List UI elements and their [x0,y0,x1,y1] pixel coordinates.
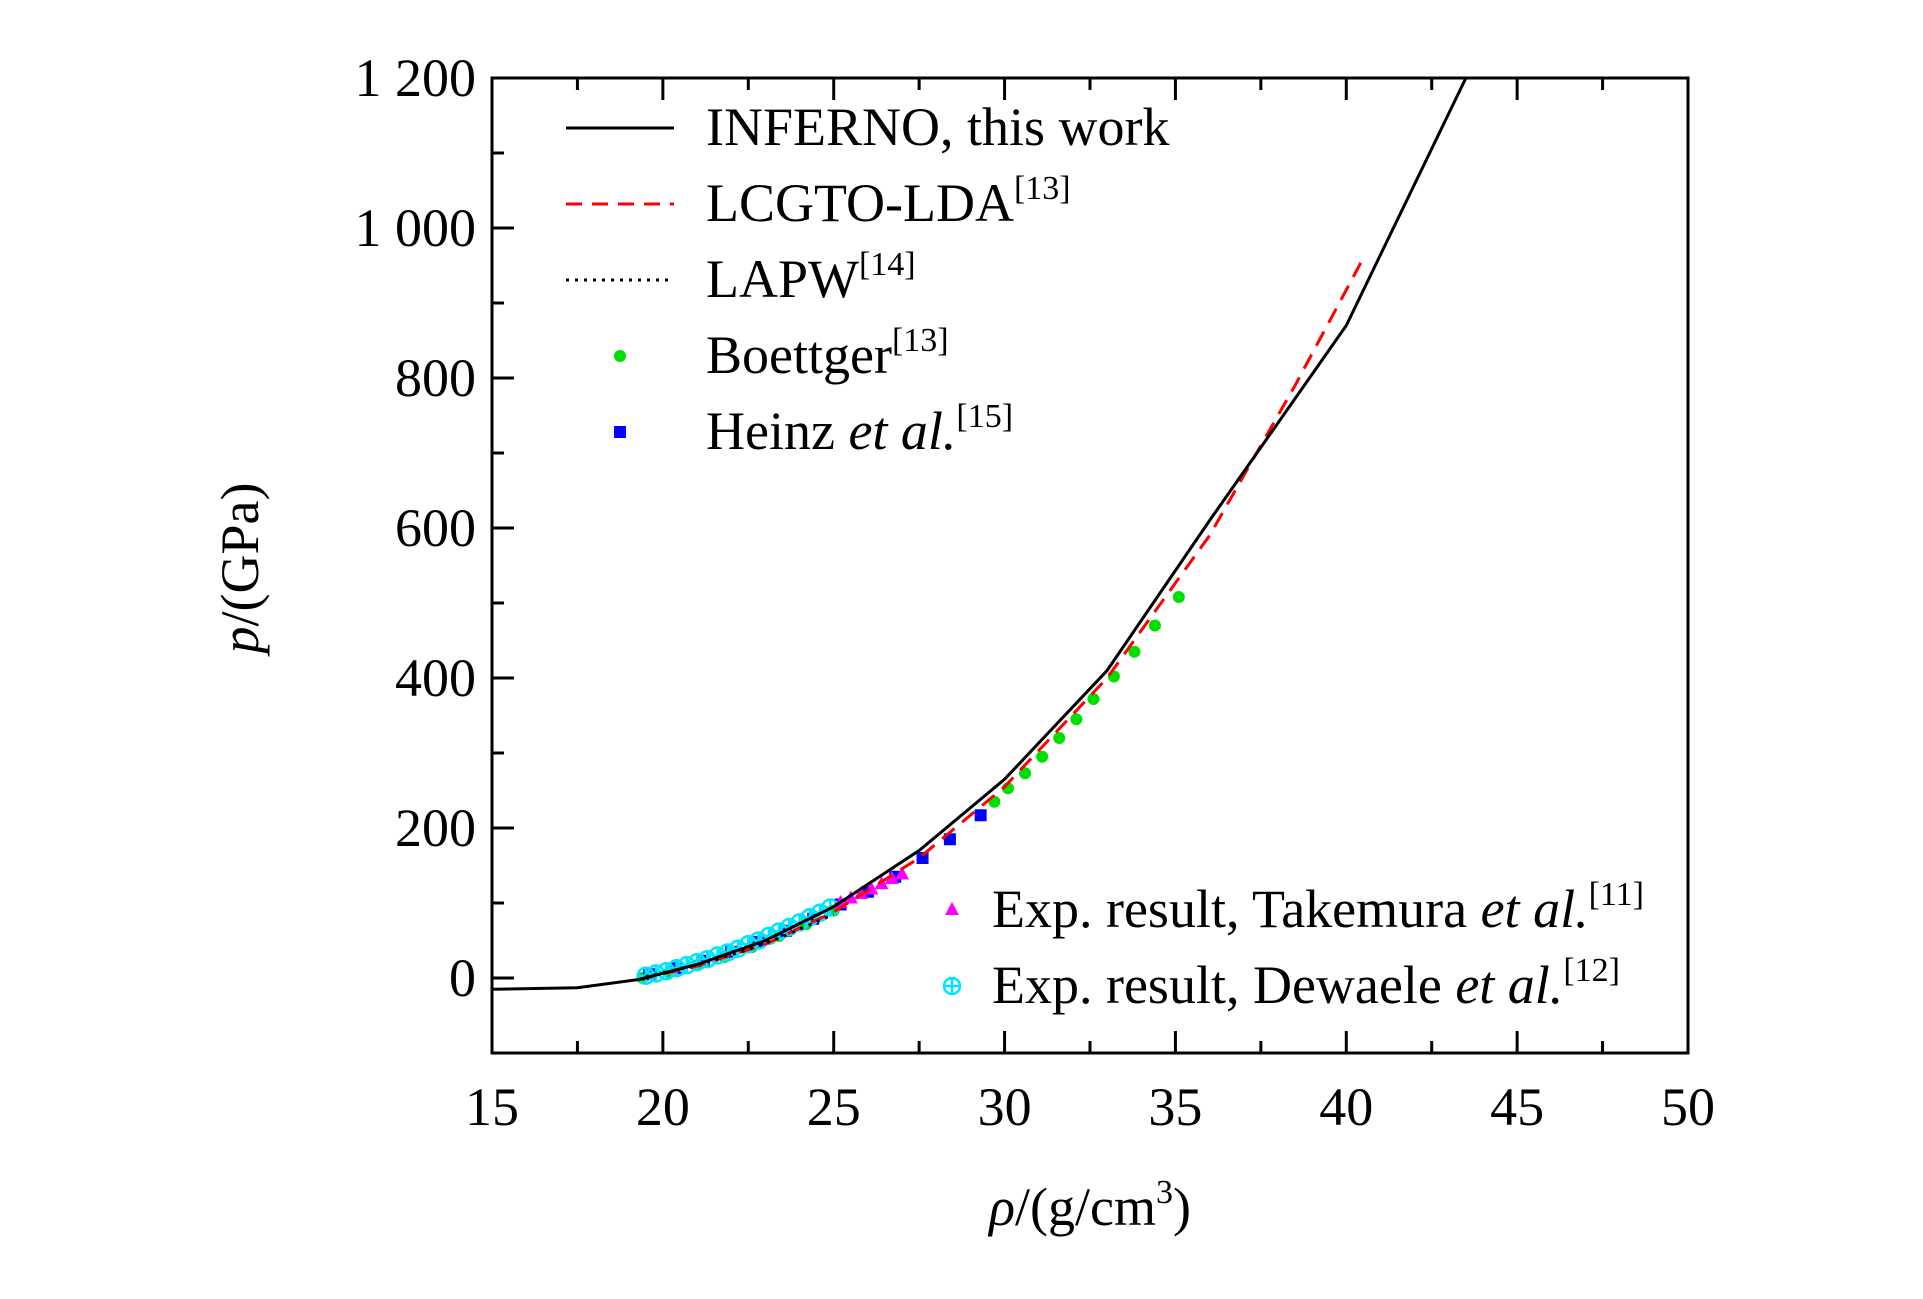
legend-swatch [945,902,959,915]
x-tick-label: 15 [465,1077,519,1137]
legend-label-ref: [15] [956,398,1013,435]
x-axis-unit-sup: 3 [1156,1174,1173,1211]
legend-label-text: LAPW [706,249,859,309]
boettger-point [1128,645,1141,658]
legend-item-takemura: Exp. result, Takemura et al.[11] [945,876,1644,939]
legend-label-text: Heinz [706,401,848,461]
x-tick-label: 30 [978,1077,1032,1137]
legend-swatch [614,426,626,438]
legend-label-text: INFERNO, this work [706,97,1170,157]
x-tick-label: 45 [1490,1077,1544,1137]
series-layer [491,77,1468,991]
legend-label-text: Exp. result, Takemura [992,879,1481,939]
legend-label-text: Boettger [706,325,892,385]
boettger-point [1053,732,1066,744]
legend-label-text: Exp. result, Dewaele [992,955,1455,1015]
x-axis-unit-close: ) [1173,1177,1191,1237]
y-axis-symbol: p [210,626,270,657]
y-axis-unit: /(GPa) [210,483,270,627]
y-tick-label: 1 000 [355,198,477,258]
legend-label-ref: [13] [892,322,949,359]
legend-item-lcgto: LCGTO-LDA[13] [566,170,1071,233]
axis-titles: ρ/(g/cm3) p/(GPa) [210,483,1191,1237]
x-axis-title: ρ/(g/cm3) [987,1174,1191,1237]
legend-label-ref: [11] [1589,876,1644,913]
x-tick-label: 25 [807,1077,861,1137]
legend-swatch [614,350,626,362]
legend-label: Boettger[13] [706,322,949,385]
legend-label-ref: [12] [1563,952,1620,989]
legend-label: LAPW[14] [706,246,916,309]
legend-lower: Exp. result, Takemura et al.[11]Exp. res… [942,876,1644,1015]
takemura-point [884,871,899,884]
legend-label-text: LCGTO-LDA [706,173,1014,233]
boettger-point [1148,619,1161,632]
x-tick-label: 50 [1661,1077,1715,1137]
x-tick-label: 35 [1148,1077,1202,1137]
legend-item-lapw: LAPW[14] [566,246,916,309]
legend-label: Exp. result, Takemura et al.[11] [992,876,1644,939]
legend-item-boettger: Boettger[13] [614,322,949,385]
x-tick-label: 40 [1319,1077,1373,1137]
legend-item-dewaele: Exp. result, Dewaele et al.[12] [942,952,1620,1015]
y-tick-label: 200 [395,798,476,858]
boettger-point [1172,591,1185,603]
heinz-point [974,809,987,822]
legend-label: Heinz et al.[15] [706,398,1013,461]
takemura-point [895,866,910,880]
axes: 15 20 25 30 35 40 45 50 0 200 400 600 800 1 000 1 200 [355,48,1716,1137]
boettger-point [1070,713,1083,726]
legend-label-italic: et al. [1481,879,1589,939]
x-axis-symbol: ρ [987,1177,1015,1237]
legend-label-italic: et al. [848,401,956,461]
legend-swatch [942,976,962,996]
legend-label-italic: et al. [1455,955,1563,1015]
y-tick-label: 800 [395,348,476,408]
series-inferno-line [491,77,1468,991]
legend-item-heinz: Heinz et al.[15] [614,398,1013,461]
legend-label: LCGTO-LDA[13] [706,170,1071,233]
legend-upper: INFERNO, this workLCGTO-LDA[13]LAPW[14]B… [566,97,1170,461]
legend-label-ref: [14] [859,246,916,283]
y-tick-label: 1 200 [355,48,477,108]
y-tick-label: 0 [449,948,476,1008]
boettger-point [1036,750,1049,763]
y-tick-label: 600 [395,498,476,558]
boettger-point [1087,693,1100,705]
legend-label-ref: [13] [1014,170,1071,207]
x-tick-label: 20 [636,1077,690,1137]
legend-label: Exp. result, Dewaele et al.[12] [992,952,1620,1015]
y-axis-title: p/(GPa) [210,483,270,658]
legend-item-inferno: INFERNO, this work [566,97,1170,157]
legend-label: INFERNO, this work [706,97,1170,157]
x-axis-unit: /(g/cm [1015,1177,1156,1237]
heinz-point [916,852,929,864]
y-tick-label: 400 [395,648,476,708]
